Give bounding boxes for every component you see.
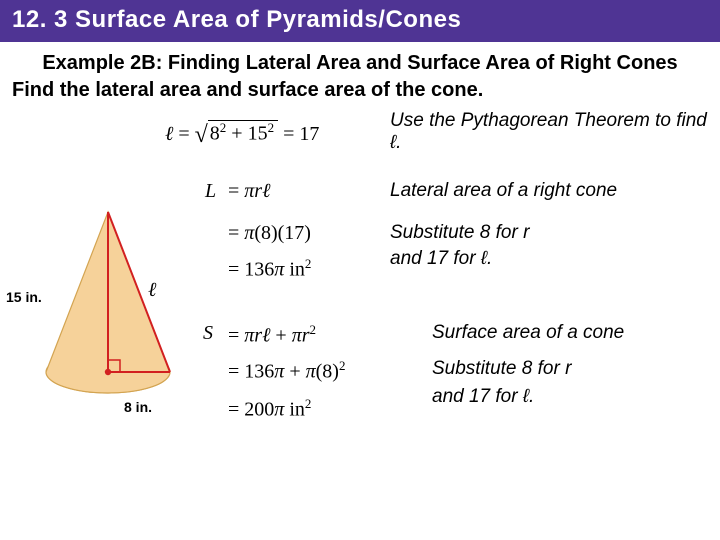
sqrt-sign: √	[195, 122, 208, 148]
section-title: 12. 3 Surface Area of Pyramids/Cones	[12, 6, 710, 34]
surface-note2b: and 17 for ℓ.	[432, 386, 534, 408]
plus: +	[231, 123, 242, 145]
height-label: 15 in.	[6, 289, 42, 305]
surface-eq3: = 200π in2	[228, 396, 311, 422]
surface-note2a: Substitute 8 for r	[432, 358, 571, 380]
content-area: 15 in. 8 in. ℓ ℓ = √82 + 152 = 17 Use th…	[0, 104, 720, 534]
sqrt-content: 82 + 152	[208, 120, 278, 144]
surface-eq2: = 136π + π(8)2	[228, 358, 345, 384]
sqrt-b: 15	[248, 123, 268, 145]
S-symbol: S	[203, 322, 213, 345]
eq-sign: =	[178, 123, 194, 145]
pythag-eq: ℓ = √82 + 152 = 17	[165, 120, 319, 147]
sqrt-a-exp: 2	[220, 120, 227, 135]
example-title: Example 2B: Finding Lateral Area and Sur…	[20, 52, 700, 75]
surface-eq1-exp: 2	[310, 322, 317, 337]
lateral-eq2: = π(8)(17)	[228, 222, 311, 245]
pythag-note: Use the Pythagorean Theorem to find ℓ.	[390, 110, 710, 154]
surface-eq1: = πrℓ + πr2	[228, 322, 316, 348]
pythag-lhs: ℓ	[165, 123, 173, 145]
lateral-eq3: = 136π in2	[228, 256, 311, 282]
radius-label: 8 in.	[124, 399, 152, 415]
surface-note1: Surface area of a cone	[432, 322, 624, 344]
lateral-eq1: = πrℓ	[228, 180, 270, 203]
lateral-note2a: Substitute 8 for r	[390, 222, 529, 244]
sqrt-b-exp: 2	[268, 120, 275, 135]
slant-label: ℓ	[148, 279, 157, 301]
pythag-rhs: 17	[299, 123, 319, 145]
lateral-note1: Lateral area of a right cone	[390, 180, 617, 202]
surface-eq2-exp: 2	[339, 358, 346, 373]
lateral-note2b: and 17 for ℓ.	[390, 248, 492, 270]
surface-eq3-exp: 2	[305, 396, 312, 411]
lateral-eq3-exp: 2	[305, 256, 312, 271]
topbar: 12. 3 Surface Area of Pyramids/Cones	[0, 0, 720, 42]
prompt-text: Find the lateral area and surface area o…	[12, 79, 708, 102]
eq-sign-2: =	[283, 123, 299, 145]
cone-figure: 15 in. 8 in. ℓ	[0, 184, 200, 424]
sqrt-a: 8	[210, 123, 220, 145]
L-symbol: L	[205, 180, 216, 203]
